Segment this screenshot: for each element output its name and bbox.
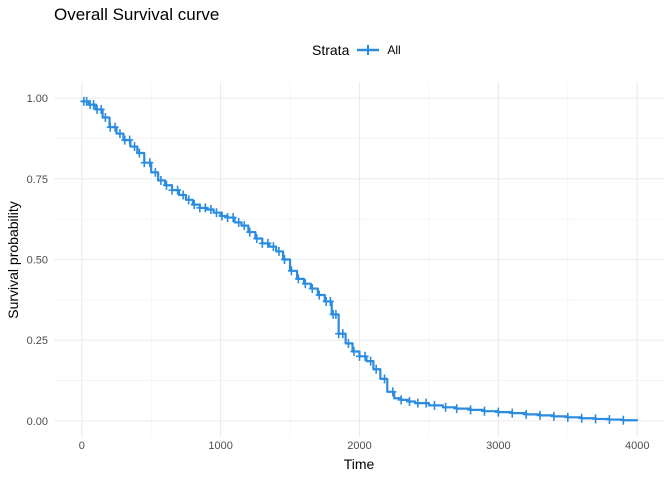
censor-mark	[229, 213, 237, 223]
censor-mark	[361, 351, 369, 361]
chart-title: Overall Survival curve	[54, 5, 220, 24]
censor-mark	[131, 142, 139, 152]
legend-item-all: All	[387, 43, 401, 57]
censor-mark	[246, 227, 254, 237]
censor-mark	[207, 204, 215, 214]
censor-mark	[372, 364, 380, 374]
censor-mark	[269, 242, 277, 252]
censor-mark	[287, 266, 295, 276]
x-axis-title: Time	[344, 456, 375, 472]
censor-mark	[151, 167, 159, 177]
censor-mark	[240, 221, 248, 231]
censor-mark	[135, 148, 143, 158]
censor-mark	[146, 158, 154, 168]
legend-key-icon	[357, 45, 380, 55]
y-tick-label: 0.75	[27, 174, 48, 186]
censor-mark	[344, 338, 352, 348]
censor-mark	[201, 203, 209, 213]
censor-mark	[619, 415, 627, 425]
censor-mark	[162, 180, 170, 190]
censor-mark	[442, 402, 450, 412]
censor-mark	[126, 135, 134, 145]
y-tick-label: 1.00	[27, 93, 48, 105]
censor-mark	[332, 309, 340, 319]
censor-mark	[185, 195, 193, 205]
censor-mark	[508, 408, 516, 418]
censor-mark	[522, 409, 530, 419]
censor-mark	[414, 398, 422, 408]
censor-mark	[235, 217, 243, 227]
censor-mark	[422, 398, 430, 408]
censor-mark	[389, 387, 397, 397]
x-tick-label: 4000	[625, 440, 649, 452]
censor-mark	[253, 234, 261, 244]
censor-marks	[80, 96, 627, 425]
censor-mark	[397, 395, 405, 405]
censor-mark	[218, 211, 226, 221]
censor-mark	[367, 356, 375, 366]
x-axis-ticks: 0 1000 2000 3000 4000	[79, 440, 650, 452]
censor-mark	[281, 255, 289, 264]
censor-mark	[275, 246, 283, 256]
censor-mark	[536, 410, 544, 420]
y-axis-title: Survival probability	[5, 201, 21, 319]
censor-mark	[605, 415, 613, 425]
censor-mark	[550, 411, 558, 421]
legend: Strata All	[312, 40, 401, 60]
y-axis-ticks: 0.00 0.25 0.50 0.75 1.00	[27, 93, 48, 428]
censor-mark	[264, 238, 272, 248]
censor-mark	[467, 405, 475, 415]
censor-mark	[174, 185, 182, 195]
y-tick-label: 0.25	[27, 335, 48, 347]
x-tick-label: 3000	[486, 440, 510, 452]
x-tick-label: 0	[79, 440, 85, 452]
censor-mark	[326, 296, 334, 306]
censor-mark	[494, 407, 502, 417]
censor-mark	[430, 400, 438, 410]
y-tick-label: 0.00	[27, 416, 48, 428]
censor-mark	[480, 406, 488, 416]
x-tick-label: 1000	[208, 440, 232, 452]
censor-mark	[308, 284, 316, 294]
censor-mark	[301, 279, 309, 289]
censor-mark	[350, 346, 358, 356]
censor-mark	[294, 274, 302, 284]
y-tick-label: 0.50	[27, 255, 48, 267]
censor-mark	[453, 404, 461, 414]
censor-mark	[315, 290, 323, 300]
censor-mark	[339, 329, 347, 339]
censor-mark	[578, 413, 586, 423]
censor-mark	[190, 200, 198, 210]
censor-mark	[592, 414, 600, 424]
censor-mark	[116, 129, 124, 139]
x-tick-label: 2000	[347, 440, 371, 452]
censor-mark	[380, 374, 388, 384]
legend-title: Strata	[312, 42, 350, 58]
censor-mark	[405, 397, 413, 406]
censor-mark	[157, 175, 165, 185]
censor-mark	[97, 104, 105, 114]
grid-major	[54, 82, 665, 437]
censor-mark	[111, 122, 119, 132]
censor-mark	[564, 412, 572, 422]
censor-mark	[212, 208, 220, 218]
censor-mark	[179, 190, 187, 200]
censor-mark	[90, 100, 98, 110]
censor-mark	[101, 113, 109, 122]
